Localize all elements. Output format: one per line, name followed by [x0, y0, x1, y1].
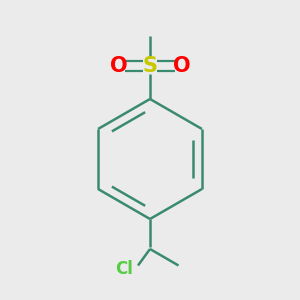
- Text: Cl: Cl: [116, 260, 134, 278]
- Text: S: S: [142, 56, 158, 76]
- Text: O: O: [110, 56, 127, 76]
- Text: O: O: [173, 56, 190, 76]
